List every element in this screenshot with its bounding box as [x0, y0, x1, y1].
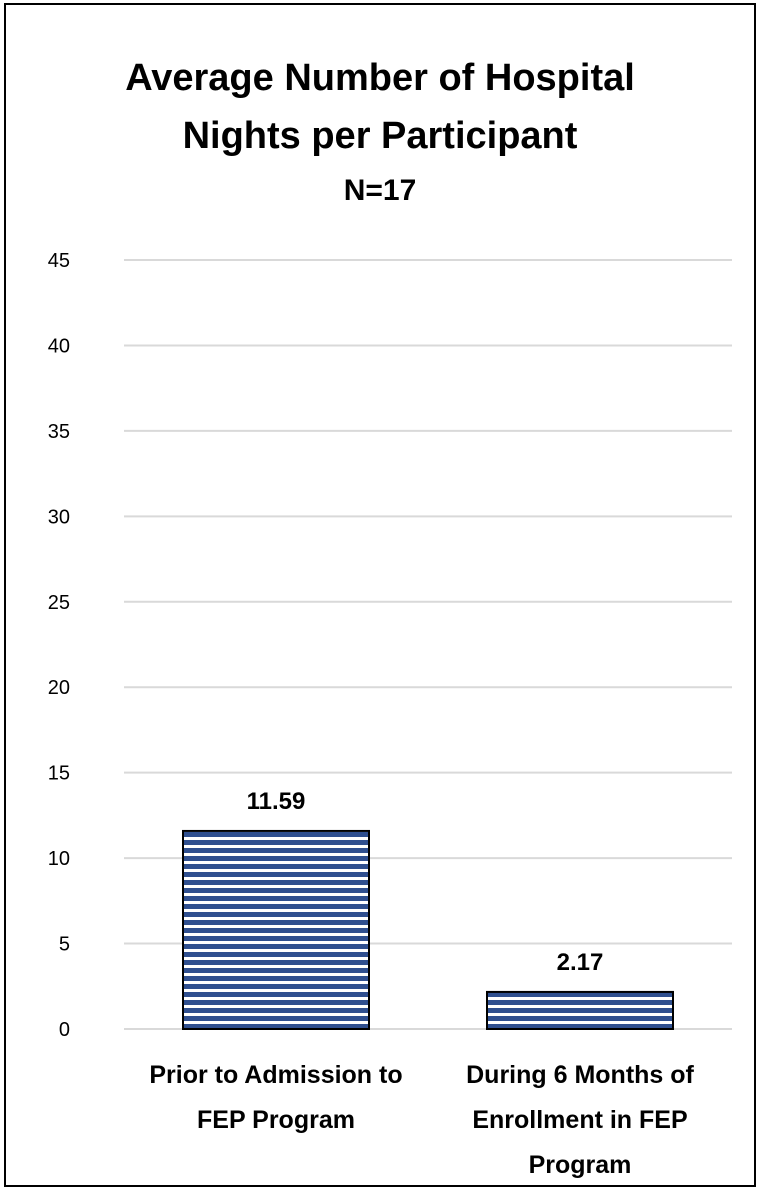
- bars: [182, 829, 674, 1031]
- chart-title-line: Nights per Participant: [183, 115, 578, 157]
- chart-subtitle: N=17: [344, 174, 417, 207]
- category-labels: Prior to Admission to FEP Program During 6…: [149, 1061, 694, 1179]
- y-tick-label: 40: [48, 335, 70, 357]
- bar: [486, 990, 674, 1031]
- x-category-label: FEP Program: [197, 1106, 355, 1134]
- y-tick-label: 45: [48, 250, 70, 272]
- y-tick-label: 20: [48, 677, 70, 699]
- y-tick-label: 5: [59, 934, 70, 956]
- y-tick-label: 30: [48, 506, 70, 528]
- y-tick-label: 35: [48, 421, 70, 443]
- y-axis-ticks: 0 5 10 15 20 25 30 35 40 45: [48, 250, 70, 1041]
- chart-svg: Average Number of Hospital Nights per Par…: [48, 57, 732, 1179]
- chart-title-line: Average Number of Hospital: [125, 57, 635, 99]
- chart-title: Average Number of Hospital Nights per Par…: [125, 57, 635, 157]
- x-category-label: Prior to Admission to: [149, 1061, 402, 1089]
- bar: [182, 829, 370, 1030]
- x-category-label: Program: [529, 1151, 632, 1179]
- data-labels: 11.59 2.17: [247, 788, 604, 976]
- y-tick-label: 25: [48, 592, 70, 614]
- chart-subtitle-group: N=17: [344, 174, 417, 207]
- y-tick-label: 10: [48, 848, 70, 870]
- chart-frame: Average Number of Hospital Nights per Par…: [4, 3, 756, 1187]
- y-tick-label: 15: [48, 763, 70, 785]
- y-tick-label: 0: [59, 1019, 70, 1041]
- x-category-label: During 6 Months of: [466, 1061, 694, 1089]
- bar-data-label: 2.17: [557, 949, 604, 976]
- x-category-label: Enrollment in FEP: [472, 1106, 687, 1134]
- bar-data-label: 11.59: [247, 788, 306, 815]
